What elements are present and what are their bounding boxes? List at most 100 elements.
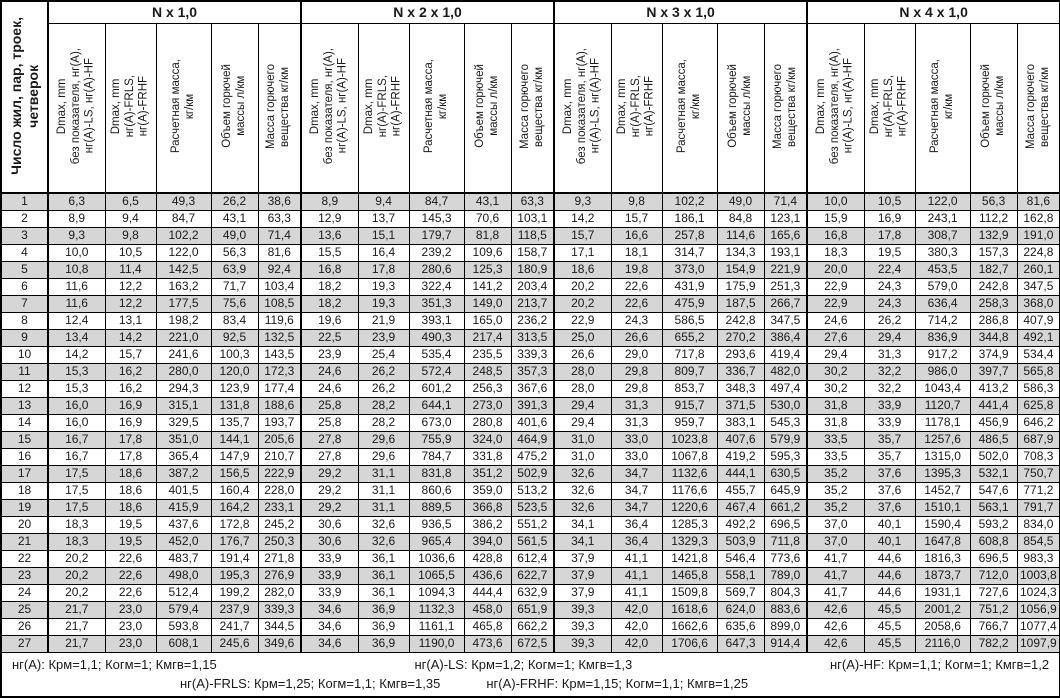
cell: 213,7 bbox=[510, 294, 555, 313]
cell: 889,5 bbox=[408, 498, 465, 517]
row-count-header: Число жил, пар, троек, четверок bbox=[0, 0, 49, 194]
cell: 21,9 bbox=[357, 311, 410, 330]
cell: 158,7 bbox=[510, 243, 555, 262]
cell: 348,3 bbox=[716, 379, 765, 398]
cell: 42,0 bbox=[610, 634, 663, 653]
cell: 9,3 bbox=[553, 192, 612, 211]
cell: 31,0 bbox=[553, 430, 612, 449]
cell: 34,6 bbox=[300, 617, 359, 636]
cell: 917,2 bbox=[914, 345, 971, 364]
cell: 563,1 bbox=[969, 498, 1018, 517]
cell: 579,4 bbox=[155, 600, 212, 619]
cell: 14,2 bbox=[47, 345, 106, 364]
cell: 22,9 bbox=[806, 294, 865, 313]
cell: 63,3 bbox=[257, 209, 302, 228]
cell: 32,2 bbox=[863, 362, 916, 381]
cell: 16,7 bbox=[47, 447, 106, 466]
cell: 322,4 bbox=[408, 277, 465, 296]
cell: 6,3 bbox=[47, 192, 106, 211]
cell: 260,1 bbox=[1016, 260, 1060, 279]
column-header-label: Dmax, mm без показателя, нг(А), нг(А)-LS… bbox=[815, 48, 855, 165]
cell: 23,9 bbox=[300, 345, 359, 364]
cell: 257,8 bbox=[661, 226, 718, 245]
cell: 15,7 bbox=[610, 209, 663, 228]
table-header: Число жил, пар, троек, четверок N x 1,0 … bbox=[0, 0, 1060, 194]
cell: 102,2 bbox=[661, 192, 718, 211]
cell: 134,3 bbox=[716, 243, 765, 262]
cell: 31,1 bbox=[357, 464, 410, 483]
cell: 331,8 bbox=[463, 447, 512, 466]
cell: 191,0 bbox=[1016, 226, 1060, 245]
cell: 647,3 bbox=[716, 634, 765, 653]
cell: 19,6 bbox=[300, 311, 359, 330]
cell: 31,0 bbox=[553, 447, 612, 466]
column-header: Масса горючего вещества кг/км bbox=[763, 22, 808, 194]
cell: 22,6 bbox=[610, 294, 663, 313]
cell: 19,3 bbox=[357, 294, 410, 313]
cell: 149,0 bbox=[463, 294, 512, 313]
column-header: Расчетная масса, кг/км bbox=[661, 22, 718, 194]
cell: 145,3 bbox=[408, 209, 465, 228]
cell: 17,1 bbox=[553, 243, 612, 262]
table-row: 25 21,7 23,0 579,4 237,9 339,3 34,6 36,9 1132,3 4… bbox=[0, 600, 1060, 619]
column-header-label: Dmax, mm нг(А)-FRLS, нг(А)-FRHF bbox=[868, 75, 909, 138]
cell: 21,7 bbox=[47, 634, 106, 653]
cell: 36,4 bbox=[610, 532, 663, 551]
cell: 40,1 bbox=[863, 532, 916, 551]
row-number: 22 bbox=[0, 549, 49, 568]
cell: 108,5 bbox=[257, 294, 302, 313]
cell: 1465,8 bbox=[661, 566, 718, 585]
column-header: Dmax, mm без показателя, нг(А), нг(А)-LS… bbox=[806, 22, 865, 194]
cell: 13,6 bbox=[300, 226, 359, 245]
cell: 380,3 bbox=[914, 243, 971, 262]
cell: 75,6 bbox=[210, 294, 259, 313]
cell: 608,8 bbox=[969, 532, 1018, 551]
cell: 16,8 bbox=[806, 226, 865, 245]
cell: 29,6 bbox=[357, 447, 410, 466]
cell: 482,0 bbox=[763, 362, 808, 381]
cell: 1395,3 bbox=[914, 464, 971, 483]
cell: 280,6 bbox=[408, 260, 465, 279]
cell: 444,1 bbox=[716, 464, 765, 483]
cell: 40,1 bbox=[863, 515, 916, 534]
cell: 401,5 bbox=[155, 481, 212, 500]
cell: 122,0 bbox=[155, 243, 212, 262]
column-header-label: Dmax, mm нг(А)-FRLS, нг(А)-FRHF bbox=[362, 75, 403, 138]
cell: 983,3 bbox=[1016, 549, 1060, 568]
cell: 387,2 bbox=[155, 464, 212, 483]
cell: 17,8 bbox=[357, 260, 410, 279]
cell: 45,5 bbox=[863, 634, 916, 653]
coefficients-note: нг(А): Крм=1,1; Когм=1; Кмгв=1,15 нг(А)-… bbox=[0, 651, 1060, 697]
cell: 458,0 bbox=[463, 600, 512, 619]
cell: 17,8 bbox=[104, 447, 157, 466]
cell: 467,4 bbox=[716, 498, 765, 517]
cell: 9,4 bbox=[357, 192, 410, 211]
cell: 84,8 bbox=[716, 209, 765, 228]
cell: 92,4 bbox=[257, 260, 302, 279]
column-header-label: Объем горючей массы л/км bbox=[726, 64, 753, 149]
cell: 27,8 bbox=[300, 430, 359, 449]
cell: 490,3 bbox=[408, 328, 465, 347]
cell: 271,8 bbox=[257, 549, 302, 568]
cell: 630,5 bbox=[763, 464, 808, 483]
cell: 36,1 bbox=[357, 549, 410, 568]
cell: 132,5 bbox=[257, 328, 302, 347]
cell: 595,3 bbox=[763, 447, 808, 466]
cell: 81,6 bbox=[257, 243, 302, 262]
cell: 32,2 bbox=[863, 379, 916, 398]
cell: 19,5 bbox=[104, 515, 157, 534]
table-row: 26 21,7 23,0 593,8 241,7 344,5 34,6 36,9 1161,1 4… bbox=[0, 617, 1060, 636]
cell: 393,1 bbox=[408, 311, 465, 330]
cell: 248,5 bbox=[463, 362, 512, 381]
table-row: 20 18,3 19,5 437,6 172,8 245,2 30,6 32,6 936,5 38… bbox=[0, 515, 1060, 534]
column-header-label: Расчетная масса, кг/км bbox=[928, 59, 955, 154]
cell: 172,8 bbox=[210, 515, 259, 534]
cell: 39,3 bbox=[553, 600, 612, 619]
column-header: Dmax, mm без показателя, нг(А), нг(А)-LS… bbox=[300, 22, 359, 194]
cell: 662,2 bbox=[510, 617, 555, 636]
column-header: Dmax, mm нг(А)-FRLS, нг(А)-FRHF bbox=[104, 22, 157, 194]
cell: 31,8 bbox=[806, 396, 865, 415]
cell: 455,7 bbox=[716, 481, 765, 500]
cell: 22,9 bbox=[553, 311, 612, 330]
cell: 696,5 bbox=[969, 549, 1018, 568]
